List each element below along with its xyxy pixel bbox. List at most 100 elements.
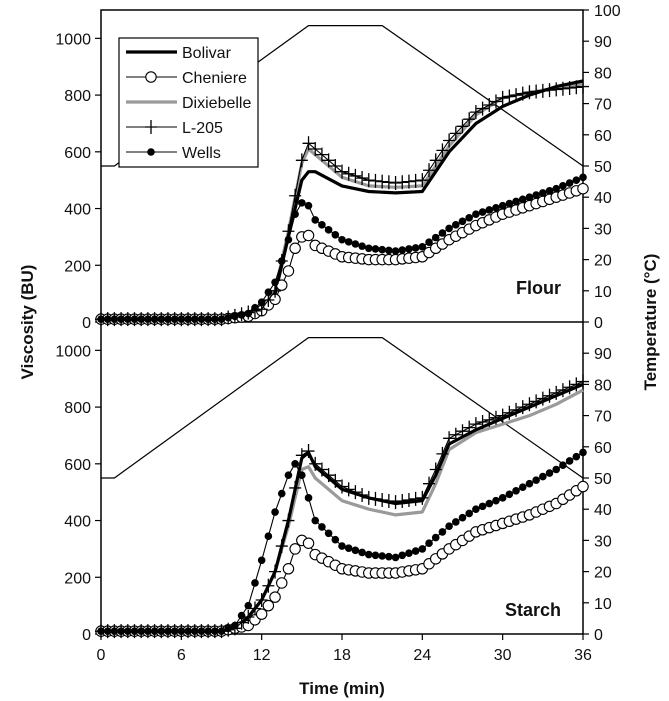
- series-point: [572, 452, 581, 461]
- series-point: [476, 101, 489, 116]
- series-point: [438, 229, 447, 237]
- viscosity-tick-label: 0: [82, 315, 91, 332]
- temperature-tick-label: 80: [594, 65, 612, 82]
- series-point: [505, 199, 514, 208]
- series-point: [498, 201, 507, 210]
- series-point: [577, 374, 589, 389]
- series-point: [525, 193, 534, 201]
- series-point: [338, 235, 346, 244]
- legend-swatch-marker: [147, 148, 155, 156]
- series-point: [449, 427, 462, 442]
- series-point: [436, 143, 449, 158]
- series-point: [478, 502, 487, 511]
- series-point: [472, 210, 480, 219]
- series-point: [262, 578, 275, 593]
- series-dixiebelle-starch: [101, 388, 584, 633]
- temperature-tick-label: 10: [594, 596, 612, 613]
- series-point: [262, 599, 275, 612]
- legend-item-l-205: L-205: [126, 120, 223, 137]
- legend-swatch-marker: [145, 120, 157, 134]
- series-point: [315, 147, 328, 162]
- temperature-tick-label: 10: [594, 284, 612, 301]
- series-point: [543, 388, 556, 403]
- series-point: [282, 513, 295, 528]
- series-point: [329, 473, 342, 488]
- series-point: [545, 469, 554, 477]
- series-point: [409, 491, 422, 506]
- series-point: [291, 460, 299, 468]
- series-point: [556, 383, 569, 398]
- series-point: [532, 476, 540, 484]
- series-point: [371, 245, 380, 253]
- series-point: [465, 509, 473, 518]
- series-point: [423, 163, 436, 178]
- viscosity-tick-label: 400: [64, 202, 91, 219]
- series-point: [342, 166, 355, 181]
- panel-label-starch: Starch: [505, 600, 561, 620]
- series-point: [385, 552, 393, 561]
- series-point: [496, 90, 509, 105]
- series-point: [496, 408, 509, 423]
- series-point: [396, 494, 409, 509]
- series-point: [322, 468, 335, 483]
- series-point: [512, 486, 520, 495]
- series-line: [101, 176, 584, 320]
- y-axis-title-left: Viscosity (BU): [18, 265, 37, 380]
- series-point: [228, 308, 241, 323]
- temperature-tick-label: 60: [594, 128, 612, 145]
- x-tick-label: 6: [177, 647, 186, 664]
- x-tick-label: 0: [97, 647, 106, 664]
- series-point: [559, 182, 567, 190]
- x-tick-label: 24: [413, 647, 431, 664]
- viscosity-tick-label: 0: [82, 627, 91, 644]
- series-point: [242, 609, 255, 624]
- series-point: [289, 242, 301, 255]
- x-tick-label: 30: [494, 647, 512, 664]
- series-point: [525, 479, 534, 488]
- series-point: [523, 397, 536, 412]
- series-point: [563, 81, 576, 95]
- series-point: [402, 174, 415, 189]
- series-point: [338, 542, 346, 550]
- series-point: [463, 420, 476, 435]
- series-point: [452, 518, 460, 526]
- viscosity-tick-label: 200: [64, 570, 91, 587]
- series-point: [405, 245, 413, 253]
- series-point: [532, 191, 540, 199]
- series-point: [503, 89, 516, 104]
- legend-label: Cheniere: [182, 70, 247, 87]
- viscosity-tick-label: 200: [64, 258, 91, 275]
- series-point: [369, 173, 382, 188]
- series-point: [518, 195, 527, 204]
- series-point: [545, 187, 554, 195]
- series-point: [376, 492, 389, 507]
- x-tick-label: 12: [253, 647, 271, 664]
- series-point: [269, 564, 282, 579]
- series-point: [362, 173, 375, 188]
- series-point: [389, 176, 402, 191]
- series-point: [423, 476, 436, 491]
- series-l-205-starch: [95, 374, 589, 639]
- panel-label-flour: Flour: [516, 278, 561, 298]
- temperature-tick-label: 40: [594, 190, 612, 207]
- series-point: [358, 548, 366, 557]
- series-point: [565, 457, 574, 465]
- series-point: [324, 226, 333, 234]
- viscosity-tick-label: 600: [64, 145, 91, 162]
- series-point: [543, 83, 556, 98]
- series-point: [556, 81, 569, 96]
- series-point: [516, 400, 529, 415]
- temperature-tick-label: 100: [594, 3, 621, 20]
- viscosity-tick-label: 600: [64, 457, 91, 474]
- series-point: [364, 550, 373, 559]
- series-point: [516, 86, 529, 101]
- series-point: [572, 176, 581, 184]
- x-tick-label: 36: [574, 647, 592, 664]
- series-point: [369, 491, 382, 506]
- series-point: [248, 601, 261, 616]
- temperature-tick-label: 70: [594, 409, 612, 426]
- series-point: [570, 377, 583, 392]
- series-point: [416, 173, 429, 188]
- series-point: [289, 188, 302, 203]
- series-point: [389, 495, 402, 510]
